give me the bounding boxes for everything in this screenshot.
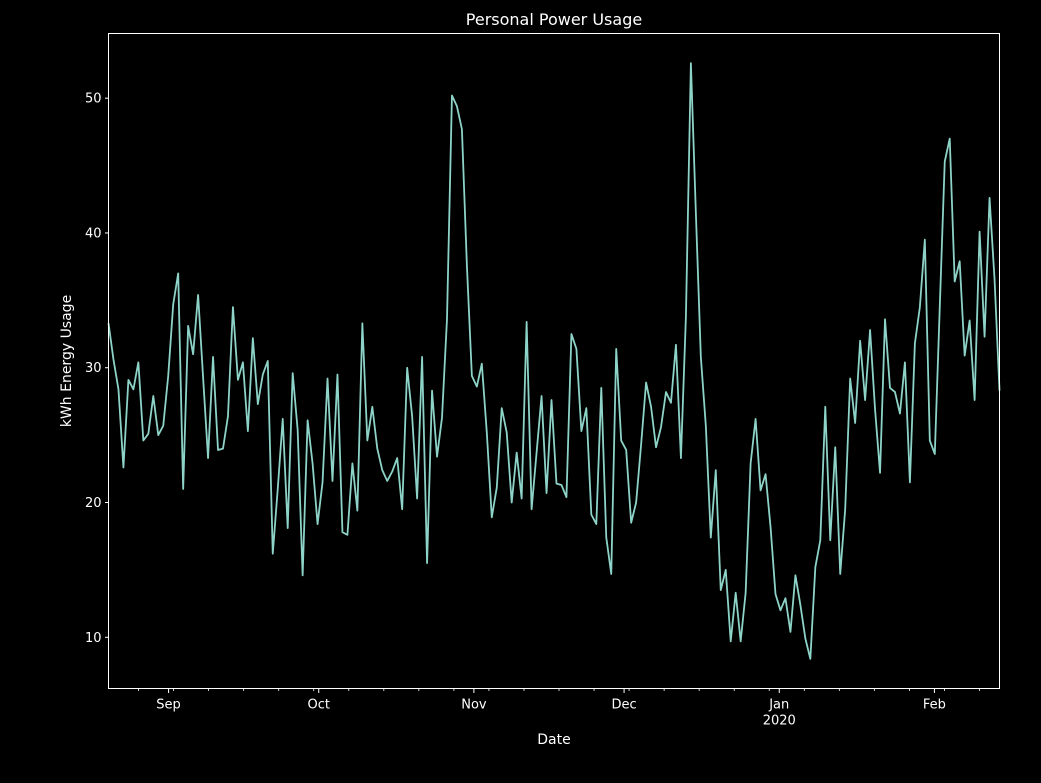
chart-title: Personal Power Usage [466, 10, 642, 29]
y-axis-label: kWh Energy Usage [59, 295, 75, 427]
series-line [107, 62, 1001, 660]
y-tick-label: 10 [85, 631, 102, 646]
y-axis: 10 20 30 40 50 [85, 92, 109, 646]
y-tick-label: 20 [85, 496, 102, 511]
plot-area [107, 33, 1001, 689]
y-tick-label: 30 [85, 361, 102, 376]
axes-frame [108, 33, 1000, 689]
y-tick-label: 50 [85, 92, 102, 107]
x-tick-sublabel: 2020 [763, 714, 796, 729]
x-tick-label: Jan [768, 698, 789, 713]
x-tick-label: Feb [923, 698, 946, 713]
x-tick-label: Nov [461, 698, 487, 713]
x-axis-label: Date [537, 732, 570, 748]
x-tick-label: Sep [156, 698, 181, 713]
x-tick-label: Oct [307, 698, 329, 713]
x-tick-label: Dec [612, 698, 637, 713]
y-tick-label: 40 [85, 226, 102, 241]
